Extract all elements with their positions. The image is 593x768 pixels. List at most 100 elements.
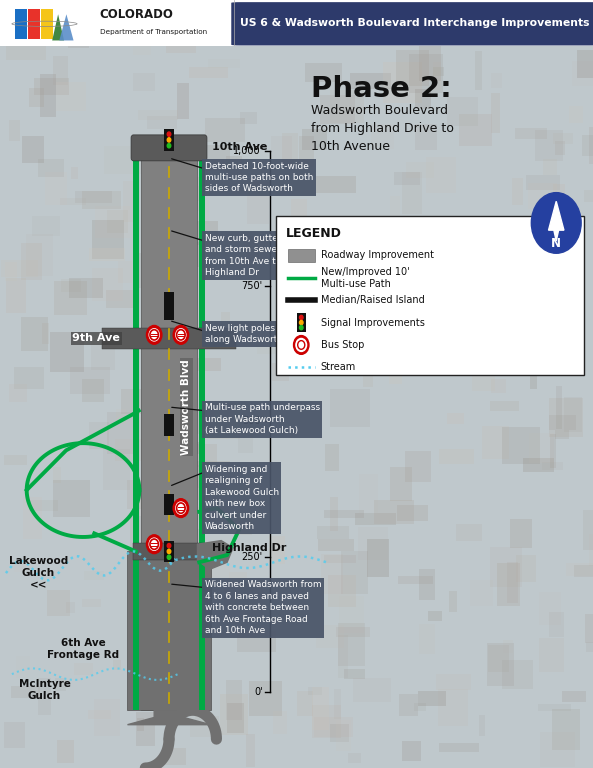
Text: Department of Transportation: Department of Transportation: [100, 29, 207, 35]
FancyBboxPatch shape: [233, 512, 252, 535]
FancyBboxPatch shape: [359, 474, 378, 513]
FancyBboxPatch shape: [133, 73, 155, 91]
FancyBboxPatch shape: [162, 392, 183, 427]
FancyBboxPatch shape: [459, 114, 492, 146]
FancyBboxPatch shape: [330, 724, 349, 742]
FancyBboxPatch shape: [57, 740, 74, 763]
FancyBboxPatch shape: [417, 286, 454, 296]
FancyBboxPatch shape: [115, 439, 142, 461]
Text: 250': 250': [241, 552, 263, 562]
FancyBboxPatch shape: [84, 571, 104, 580]
Text: N: N: [551, 237, 561, 250]
FancyBboxPatch shape: [136, 718, 144, 731]
FancyBboxPatch shape: [449, 591, 457, 612]
FancyBboxPatch shape: [207, 403, 240, 439]
FancyBboxPatch shape: [208, 59, 240, 68]
FancyBboxPatch shape: [170, 242, 203, 267]
FancyBboxPatch shape: [374, 500, 414, 525]
FancyBboxPatch shape: [163, 748, 186, 765]
FancyBboxPatch shape: [324, 445, 339, 471]
Text: Bus Stop: Bus Stop: [321, 340, 364, 350]
FancyBboxPatch shape: [21, 317, 48, 351]
FancyBboxPatch shape: [71, 167, 78, 179]
FancyBboxPatch shape: [116, 409, 126, 424]
FancyBboxPatch shape: [146, 116, 177, 129]
FancyBboxPatch shape: [489, 644, 509, 672]
Text: COLORADO: COLORADO: [100, 8, 174, 21]
FancyBboxPatch shape: [203, 563, 231, 579]
FancyBboxPatch shape: [154, 200, 179, 239]
FancyBboxPatch shape: [334, 689, 341, 719]
FancyBboxPatch shape: [106, 290, 135, 308]
FancyBboxPatch shape: [141, 140, 197, 710]
FancyBboxPatch shape: [439, 743, 479, 753]
FancyBboxPatch shape: [31, 216, 60, 236]
FancyBboxPatch shape: [28, 8, 40, 39]
FancyBboxPatch shape: [385, 329, 418, 338]
Polygon shape: [127, 710, 211, 725]
FancyBboxPatch shape: [209, 485, 250, 496]
FancyBboxPatch shape: [518, 335, 537, 354]
Text: 0': 0': [254, 687, 263, 697]
FancyBboxPatch shape: [320, 95, 355, 124]
FancyBboxPatch shape: [415, 703, 426, 710]
FancyBboxPatch shape: [402, 172, 422, 214]
FancyBboxPatch shape: [104, 146, 142, 174]
FancyBboxPatch shape: [304, 269, 315, 291]
FancyBboxPatch shape: [188, 186, 202, 211]
FancyBboxPatch shape: [415, 218, 429, 232]
FancyBboxPatch shape: [21, 243, 42, 280]
FancyBboxPatch shape: [470, 580, 493, 606]
FancyBboxPatch shape: [312, 705, 342, 738]
Circle shape: [294, 336, 309, 354]
FancyBboxPatch shape: [575, 565, 593, 578]
FancyBboxPatch shape: [308, 687, 322, 695]
FancyBboxPatch shape: [54, 281, 87, 316]
FancyBboxPatch shape: [45, 171, 67, 205]
Text: Phase 2:: Phase 2:: [311, 75, 452, 103]
FancyBboxPatch shape: [403, 294, 410, 319]
Text: Highland Dr: Highland Dr: [212, 543, 286, 553]
Text: US 6 & Wadsworth Boulevard Interchange Improvements: US 6 & Wadsworth Boulevard Interchange I…: [240, 18, 590, 28]
FancyBboxPatch shape: [248, 681, 282, 717]
FancyBboxPatch shape: [502, 426, 540, 464]
FancyBboxPatch shape: [254, 170, 269, 185]
FancyBboxPatch shape: [113, 660, 121, 670]
FancyBboxPatch shape: [191, 177, 205, 201]
FancyBboxPatch shape: [398, 285, 431, 309]
FancyBboxPatch shape: [589, 534, 593, 566]
FancyBboxPatch shape: [525, 329, 554, 337]
FancyBboxPatch shape: [312, 687, 329, 730]
FancyBboxPatch shape: [195, 683, 210, 725]
FancyBboxPatch shape: [549, 611, 563, 637]
FancyBboxPatch shape: [397, 575, 433, 584]
FancyBboxPatch shape: [337, 623, 365, 666]
FancyBboxPatch shape: [525, 175, 560, 190]
FancyBboxPatch shape: [229, 571, 247, 586]
FancyBboxPatch shape: [103, 449, 130, 490]
Circle shape: [176, 502, 186, 515]
FancyBboxPatch shape: [406, 162, 435, 178]
FancyBboxPatch shape: [555, 141, 565, 155]
Text: Widened Wadsworth from
4 to 6 lanes and paved
with concrete between
6th Ave Fron: Widened Wadsworth from 4 to 6 lanes and …: [205, 581, 321, 635]
FancyBboxPatch shape: [269, 536, 285, 564]
FancyBboxPatch shape: [428, 611, 442, 621]
FancyBboxPatch shape: [160, 269, 195, 290]
FancyBboxPatch shape: [397, 505, 428, 521]
FancyBboxPatch shape: [107, 412, 136, 454]
FancyBboxPatch shape: [189, 67, 228, 78]
FancyBboxPatch shape: [133, 45, 151, 55]
FancyBboxPatch shape: [492, 93, 500, 133]
FancyBboxPatch shape: [282, 133, 298, 166]
FancyBboxPatch shape: [4, 455, 27, 465]
FancyBboxPatch shape: [301, 306, 317, 339]
FancyBboxPatch shape: [53, 480, 90, 518]
FancyBboxPatch shape: [367, 538, 389, 577]
FancyBboxPatch shape: [539, 592, 561, 625]
FancyBboxPatch shape: [528, 183, 557, 209]
FancyBboxPatch shape: [316, 176, 356, 193]
FancyBboxPatch shape: [566, 257, 575, 275]
FancyBboxPatch shape: [224, 582, 263, 619]
FancyBboxPatch shape: [272, 363, 289, 382]
FancyBboxPatch shape: [56, 82, 86, 111]
